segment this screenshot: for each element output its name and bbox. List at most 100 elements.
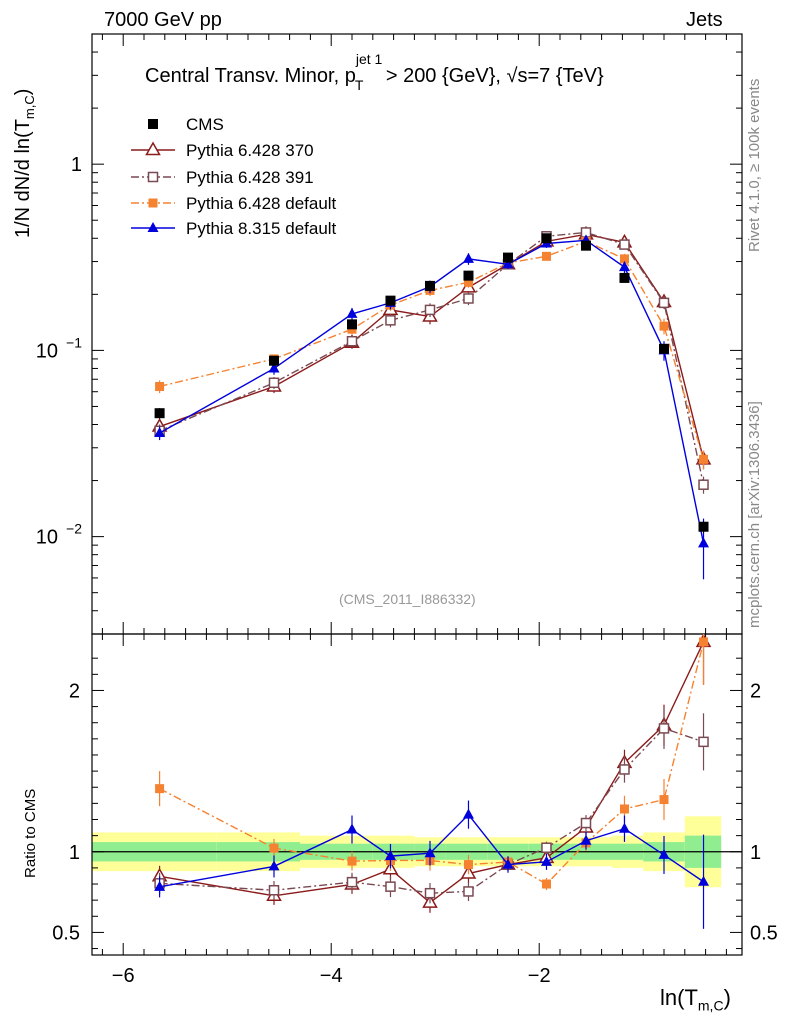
ratio-line-py6_default: [159, 641, 705, 885]
legend-label-py8: Pythia 8.315 default: [186, 219, 337, 238]
data-point-py6_391: [698, 479, 709, 490]
ratio-point-py6_default: [541, 879, 551, 889]
ratio-point-py8: [580, 834, 592, 845]
ratio-point-py8: [502, 858, 514, 869]
data-point-py8: [618, 261, 630, 272]
ratio-y-tick-label: 2: [69, 680, 80, 702]
ratio-point-py6_391: [424, 887, 436, 899]
ratio-frame: [91, 633, 743, 956]
ratio-point-py6_default: [619, 804, 629, 814]
legend-marker-py6_default: [148, 198, 158, 208]
ratio-point-py8: [268, 860, 280, 871]
ratio-point-py8: [346, 823, 358, 834]
rivet-version-note: Rivet 4.1.0, ≥ 100k events: [746, 78, 763, 252]
data-point-py6_391: [463, 293, 474, 304]
x-tick-label: −4: [320, 965, 343, 987]
data-point-cms: [659, 343, 669, 354]
ratio-line-py6_391: [159, 727, 704, 894]
ratio-point-py6_391: [698, 736, 709, 748]
legend-label-py6_default: Pythia 6.428 default: [186, 194, 337, 213]
data-point-cms: [503, 252, 513, 263]
header-jets: Jets: [686, 9, 723, 31]
ratio-point-py6_default: [699, 637, 709, 647]
data-point-py6_default: [619, 254, 629, 264]
data-point-cms: [269, 355, 279, 366]
data-point-py6_391: [658, 297, 670, 309]
data-point-cms: [619, 272, 630, 283]
x-tick-label: −6: [112, 965, 135, 987]
ratio-y-tick-label: 0.5: [750, 922, 778, 944]
ratio-point-py6_391: [541, 842, 552, 853]
y-tick-label: 10: [36, 527, 58, 549]
ratio-point-py6_391: [658, 723, 670, 734]
data-point-cms: [425, 280, 435, 291]
ratio-point-py8: [154, 880, 166, 891]
ratio-point-py8: [698, 875, 710, 886]
ratio-point-py8: [462, 808, 474, 819]
data-point-py6_391: [346, 335, 358, 347]
data-point-py8: [502, 258, 514, 269]
ratio-point-py6_391: [268, 885, 280, 896]
legend-label-py6_391: Pythia 6.428 391: [186, 168, 314, 187]
legend-label-py6_370: Pythia 6.428 370: [186, 141, 314, 160]
analysis-watermark: (CMS_2011_I886332): [339, 591, 476, 607]
series-line-py8: [159, 239, 705, 544]
ratio-point-py6_default: [269, 843, 279, 853]
ratio-y-tick-label: 1: [69, 842, 80, 864]
data-point-cms: [385, 295, 396, 306]
data-point-py8: [462, 252, 474, 263]
y-tick-label: 1: [71, 154, 82, 176]
ratio-point-py8: [384, 850, 396, 861]
legend-marker-py6_370: [145, 141, 161, 156]
ratio-point-py8: [540, 855, 552, 866]
data-point-py8: [154, 427, 166, 438]
data-point-py6_391: [619, 239, 630, 250]
data-point-py6_default: [699, 454, 709, 464]
ratio-point-py8: [658, 848, 670, 859]
y-tick-label-exponent: −1: [66, 334, 82, 350]
ratio-point-py6_391: [580, 817, 592, 829]
y-axis-label-ratio: Ratio to CMS: [22, 788, 39, 878]
data-point-cms: [541, 233, 552, 244]
mcplots-note: mcplots.cern.ch [arXiv:1306.3436]: [746, 401, 763, 628]
legend-marker-cms: [148, 119, 158, 129]
ratio-y-tick-label: 0.5: [52, 922, 80, 944]
ratio-line-py6_370: [159, 641, 705, 904]
series-line-py6_default: [159, 240, 705, 460]
data-point-py8: [268, 362, 280, 373]
ratio-point-py6_391: [346, 876, 358, 888]
data-point-py6_391: [385, 315, 396, 326]
header-energy: 7000 GeV pp: [104, 9, 222, 31]
ratio-line-py8: [159, 813, 704, 888]
y-tick-label: 10: [36, 340, 58, 362]
y-axis-label-main: 1/N dN/d ln(Tm,C): [12, 88, 37, 238]
data-point-py6_default: [463, 277, 473, 287]
ratio-point-py6_default: [155, 784, 165, 794]
data-point-cms: [347, 319, 357, 330]
data-point-py6_391: [268, 377, 280, 389]
y-tick-label-exponent: −2: [66, 521, 82, 537]
data-point-py6_default: [659, 321, 669, 331]
x-axis-label: ln(Tm,C): [660, 985, 731, 1014]
ratio-point-py8: [618, 822, 630, 833]
data-point-py8: [346, 307, 358, 318]
data-point-cms: [463, 270, 474, 281]
ratio-point-py6_391: [619, 764, 630, 775]
ratio-point-py6_default: [463, 860, 473, 870]
legend-marker-py6_391: [147, 171, 159, 183]
data-point-cms: [581, 240, 591, 251]
x-tick-label: −2: [528, 965, 551, 987]
data-point-py6_391: [424, 304, 436, 316]
ratio-point-py6_default: [659, 795, 669, 805]
data-point-py8: [698, 537, 710, 548]
series-line-py6_391: [159, 231, 705, 485]
ratio-point-py8: [424, 847, 436, 858]
ratio-point-py6_default: [347, 856, 357, 866]
data-point-cms: [698, 521, 709, 532]
legend-marker-py8: [147, 222, 159, 232]
data-point-cms: [154, 408, 165, 419]
ratio-y-tick-label: 2: [750, 680, 761, 702]
ratio-point-py6_391: [385, 881, 396, 892]
ratio-y-tick-label: 1: [750, 842, 761, 864]
